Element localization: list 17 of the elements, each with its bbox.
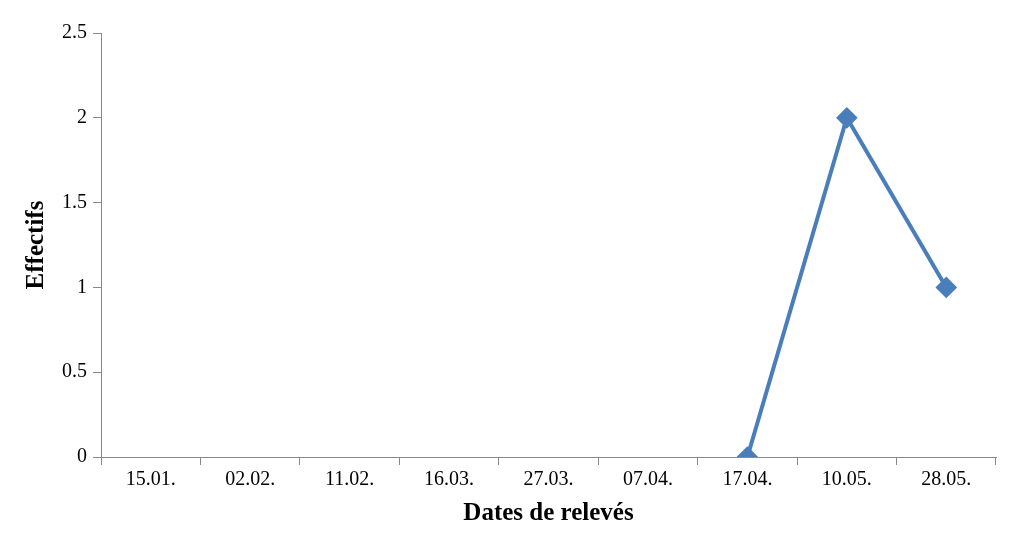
x-tick-label: 28.05. <box>921 467 972 490</box>
x-axis-title: Dates de relevés <box>463 498 634 526</box>
x-tick-label: 10.05. <box>821 467 872 490</box>
x-tick-label: 07.04. <box>622 467 673 490</box>
x-tick-label: 11.02. <box>324 467 375 490</box>
y-tick-label: 0.5 <box>62 359 87 382</box>
y-tick-label: 0 <box>77 444 87 467</box>
y-axis-title: Effectifs <box>21 200 49 290</box>
x-tick-label: 16.03. <box>424 467 475 490</box>
x-tick-label: 15.01. <box>125 467 176 490</box>
y-tick-label: 2 <box>77 105 87 128</box>
x-tick-label: 02.02. <box>225 467 276 490</box>
y-tick-label: 2.5 <box>62 20 87 43</box>
x-tick-label: 27.03. <box>523 467 574 490</box>
y-tick-label: 1.5 <box>62 189 87 212</box>
y-tick-label: 1 <box>77 274 87 297</box>
x-tick-label: 17.04. <box>722 467 773 490</box>
